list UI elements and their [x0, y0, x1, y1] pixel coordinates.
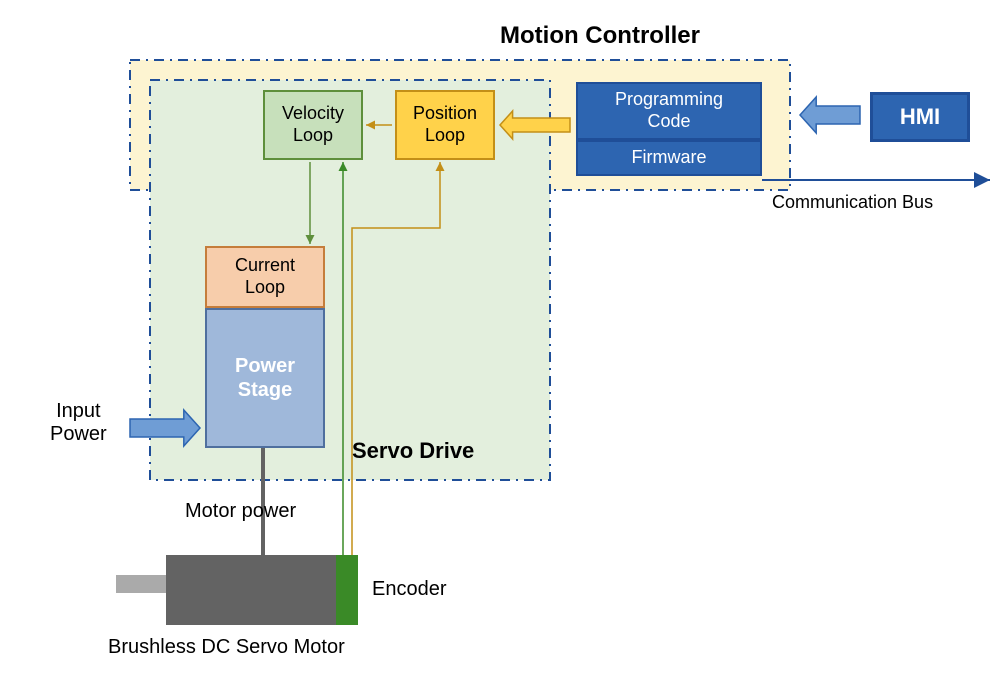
motor-shaft [116, 575, 166, 593]
encoder-label: Encoder [372, 578, 447, 601]
velocity-loop-box: Velocity Loop [263, 90, 363, 160]
input-power-label: Input Power [50, 400, 107, 446]
hmi-label: HMI [900, 104, 940, 130]
programming-code-label: Programming Code [615, 89, 723, 132]
firmware-label: Firmware [632, 147, 707, 169]
position-loop-box: Position Loop [395, 90, 495, 160]
velocity-loop-label: Velocity Loop [282, 103, 344, 146]
communication-bus-label: Communication Bus [772, 192, 933, 213]
current-loop-label: Current Loop [235, 255, 295, 298]
motor-label: Brushless DC Servo Motor [108, 636, 345, 659]
current-loop-box: Current Loop [205, 246, 325, 308]
motor-power-label: Motor power [185, 500, 296, 523]
firmware-box: Firmware [576, 140, 762, 176]
servo-drive-label: Servo Drive [352, 438, 474, 464]
diagram-canvas: Motion Controller Velocity Loop Position… [0, 0, 1000, 690]
hmi-box: HMI [870, 92, 970, 142]
arrow-hmi-to-programming [800, 97, 860, 133]
motor-encoder-block [336, 555, 358, 625]
motion-controller-title: Motion Controller [500, 22, 700, 50]
motor-body [166, 555, 336, 625]
power-stage-box: Power Stage [205, 308, 325, 448]
programming-code-box: Programming Code [576, 82, 762, 140]
diagram-svg [0, 0, 1000, 690]
power-stage-label: Power Stage [235, 354, 295, 402]
position-loop-label: Position Loop [413, 103, 477, 146]
